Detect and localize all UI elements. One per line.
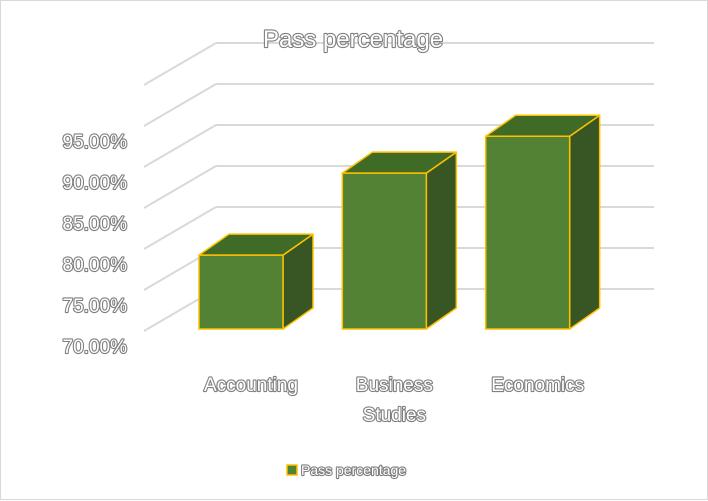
y-tick-label: 95.00% [63,132,128,153]
bars [198,114,601,330]
grid-line-side [143,124,217,168]
bar[interactable] [484,114,601,330]
category-label: Business Studies [356,375,433,426]
bar-front [198,254,284,330]
y-tick-label: 85.00% [63,214,128,235]
grid-line-side [143,42,217,86]
y-axis-ticks: 70.00% 75.00% 80.00% 85.00% 90.00% 95.00% [61,131,128,359]
category-label: Accounting [204,375,298,396]
bar-front [484,135,571,330]
bar-front [341,172,428,330]
chart-title: Pass percentage [263,26,443,53]
y-tick-label: 90.00% [63,173,128,194]
legend-swatch [286,464,298,476]
y-tick-label: 80.00% [63,255,128,276]
x-axis-labels: Accounting Business Studies Economics [203,374,585,427]
legend-label: Pass percentage [301,462,406,478]
bar-side [568,114,601,330]
bar[interactable] [198,233,314,330]
y-tick-label: 75.00% [63,296,128,317]
legend[interactable]: Pass percentage [286,461,407,479]
grid-line-side [143,165,217,209]
grid-line-side [143,83,217,127]
grid-line-side [143,206,217,250]
bar-side [425,151,458,330]
category-label: Economics [491,375,584,396]
y-tick-label: 70.00% [63,337,128,358]
bar[interactable] [341,151,458,330]
